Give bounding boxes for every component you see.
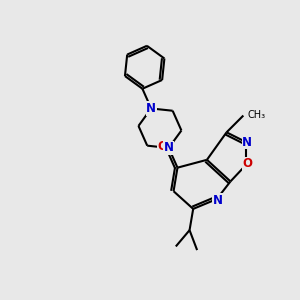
Text: O: O: [242, 157, 252, 170]
Text: N: N: [146, 102, 156, 115]
Text: CH₃: CH₃: [247, 110, 266, 120]
Text: N: N: [242, 136, 252, 148]
Text: N: N: [164, 141, 174, 154]
Text: O: O: [157, 140, 167, 153]
Text: N: N: [213, 194, 223, 207]
